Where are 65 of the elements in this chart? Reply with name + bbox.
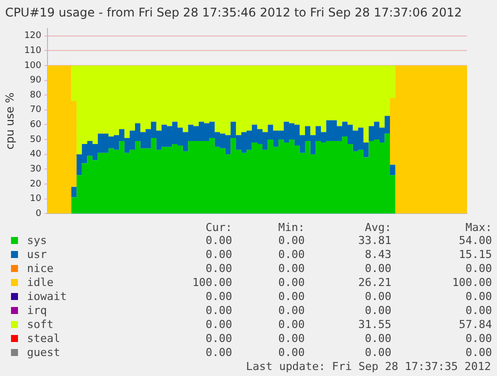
y-tick-label: 100 [24, 60, 42, 71]
text: 33.81 [357, 234, 392, 248]
text: 0.00 [204, 304, 232, 318]
y-tick-label: 120 [24, 31, 42, 42]
legend-label: steal [26, 332, 62, 346]
text: 0.00 [277, 276, 305, 290]
text: 0.00 [277, 262, 305, 276]
text: 26.21 [357, 276, 392, 290]
text: 0.00 [464, 290, 492, 304]
legend-label: usr [26, 248, 48, 262]
legend-label: guest [26, 346, 62, 360]
text: 0.00 [364, 262, 392, 276]
y-tick-label: 30 [30, 164, 42, 174]
y-tick-label: 0 [36, 208, 42, 219]
text: 0.00 [204, 262, 232, 276]
text: Min: [277, 221, 305, 234]
text: 8.43 [364, 248, 392, 262]
text: 0.00 [277, 304, 305, 318]
legend-label: soft [26, 318, 54, 332]
text: 0.00 [364, 304, 392, 318]
chart-title: CPU#19 usage - from Fri Sep 28 17:35:46 2012 to Fri Sep 28 17:37:06 2012 [5, 5, 462, 20]
text: 0.00 [277, 346, 305, 360]
text: 0.00 [204, 332, 232, 346]
text: 31.55 [357, 318, 392, 332]
text: 0.00 [277, 248, 305, 262]
y-tick-label: 40 [30, 150, 42, 160]
legend-label: nice [26, 262, 54, 276]
y-tick-label: 60 [30, 120, 42, 130]
y-tick-label: 80 [30, 90, 42, 100]
y-tick-label: 70 [30, 105, 42, 116]
legend-label: iowait [26, 290, 68, 304]
y-axis-title: cpu use % [3, 92, 16, 150]
text: 0.00 [464, 262, 492, 276]
y-tick-label: 20 [30, 179, 42, 190]
text: 0.00 [464, 346, 492, 360]
text: 15.15 [458, 248, 492, 262]
y-tick-label: 50 [30, 134, 42, 145]
legend-label: irq [26, 304, 48, 318]
text: 0.00 [364, 332, 392, 346]
text: 0.00 [464, 332, 492, 346]
text: 0.00 [277, 332, 305, 346]
text: Max: [464, 221, 492, 234]
y-tick-label: 90 [30, 76, 42, 86]
text: 0.00 [204, 290, 232, 304]
text: 54.00 [458, 234, 492, 248]
text: 0.00 [364, 290, 392, 304]
text: 0.00 [204, 318, 232, 332]
text: 0.00 [277, 290, 305, 304]
text: 0.00 [204, 248, 232, 262]
text: 0.00 [204, 234, 232, 248]
legend-label: sys [26, 234, 48, 248]
text: 100.00 [191, 276, 232, 290]
text: 0.00 [464, 304, 492, 318]
text: Avg: [364, 221, 392, 234]
text: 0.00 [364, 346, 392, 360]
text: 0.00 [277, 234, 305, 248]
text: 57.84 [458, 318, 492, 332]
legend-label: idle [26, 276, 54, 290]
y-tick-label: 110 [24, 46, 42, 56]
y-tick-label: 10 [30, 194, 42, 204]
text: 0.00 [204, 346, 232, 360]
text: Cur: [204, 221, 232, 234]
text: Last update: Fri Sep 28 17:37:35 2012 [244, 360, 492, 374]
text: 100.00 [451, 276, 492, 290]
text: 0.00 [277, 318, 305, 332]
